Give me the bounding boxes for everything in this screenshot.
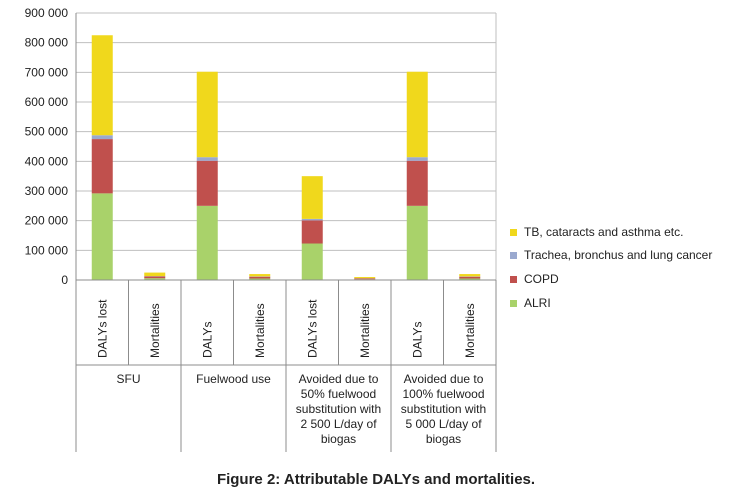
- bar-segment: [459, 276, 481, 279]
- chart-area: 0 100 000 200 000 300 000 400 000 500 000 600 …: [25, 6, 712, 452]
- bars: [91, 35, 481, 280]
- legend-swatch: [510, 276, 517, 283]
- bar-segment: [301, 218, 323, 221]
- bar-segment: [459, 278, 481, 280]
- x-tick-label: Mortalities: [148, 303, 162, 358]
- x-axis: DALYs lost Mortalities DALYs Mortalities DAL…: [75, 279, 497, 452]
- x-tick-label: Mortalities: [253, 303, 267, 358]
- y-tick-label: 900 000: [25, 6, 69, 20]
- legend-label: Trachea, bronchus and lung cancer: [524, 248, 712, 262]
- bar-segment: [196, 205, 218, 280]
- group-label: Fuelwood use: [196, 372, 271, 386]
- y-tick-label: 400 000: [25, 154, 69, 168]
- y-tick-label: 300 000: [25, 184, 69, 198]
- x-tick-label: DALYs: [200, 322, 214, 358]
- bar-segment: [301, 243, 323, 280]
- bar-segment: [91, 139, 113, 194]
- bar-segment: [196, 160, 218, 206]
- y-tick-label: 200 000: [25, 214, 69, 228]
- group-label: Avoided due to 50% fuelwood substitution w…: [296, 372, 381, 446]
- bar-segment: [406, 205, 428, 280]
- gridlines: [76, 12, 497, 281]
- bar-segment: [196, 157, 218, 161]
- bar-segment: [354, 278, 376, 280]
- bar-segment: [301, 220, 323, 244]
- x-tick-label: DALYs lost: [95, 299, 109, 358]
- bar-segment: [249, 274, 271, 277]
- legend-label: COPD: [524, 272, 559, 286]
- bar-segment: [144, 278, 166, 280]
- group-label: SFU: [117, 372, 141, 386]
- bar-segment: [196, 71, 218, 158]
- x-tick-label: Mortalities: [463, 303, 477, 358]
- bar-segment: [91, 135, 113, 140]
- bar-segment: [144, 276, 166, 279]
- bar-segment: [459, 274, 481, 277]
- y-tick-label: 100 000: [25, 243, 69, 257]
- legend-label: ALRI: [524, 296, 551, 310]
- legend-swatch: [510, 229, 517, 236]
- y-tick-label: 500 000: [25, 125, 69, 139]
- legend-swatch: [510, 300, 517, 307]
- legend-label: TB, cataracts and asthma etc.: [524, 225, 683, 239]
- x-tick-label: Mortalities: [358, 303, 372, 358]
- x-tick-label: DALYs: [410, 322, 424, 358]
- figure-caption: Figure 2: Attributable DALYs and mortali…: [216, 471, 536, 488]
- stacked-bar-chart: 0 100 000 200 000 300 000 400 000 500 000 600 …: [25, 6, 712, 452]
- y-tick-label: 700 000: [25, 65, 69, 79]
- bar-segment: [91, 193, 113, 280]
- bar-segment: [406, 157, 428, 161]
- y-tick-label: 600 000: [25, 95, 69, 109]
- legend-swatch: [510, 252, 517, 259]
- bar-segment: [406, 160, 428, 206]
- y-tick-label: 0: [61, 273, 68, 287]
- group-label: Avoided due to 100% fuelwood substitution …: [401, 372, 486, 446]
- legend: TB, cataracts and asthma etc. Trachea, br…: [510, 225, 712, 310]
- bar-segment: [249, 278, 271, 280]
- bar-segment: [144, 272, 166, 277]
- y-tick-label: 800 000: [25, 36, 69, 50]
- y-axis: 0 100 000 200 000 300 000 400 000 500 000 600 …: [25, 6, 77, 287]
- bar-segment: [406, 71, 428, 158]
- bar-segment: [301, 176, 323, 219]
- bar-segment: [249, 276, 271, 279]
- bar-segment: [354, 277, 376, 279]
- bar-segment: [91, 35, 113, 136]
- x-tick-label: DALYs lost: [305, 299, 319, 358]
